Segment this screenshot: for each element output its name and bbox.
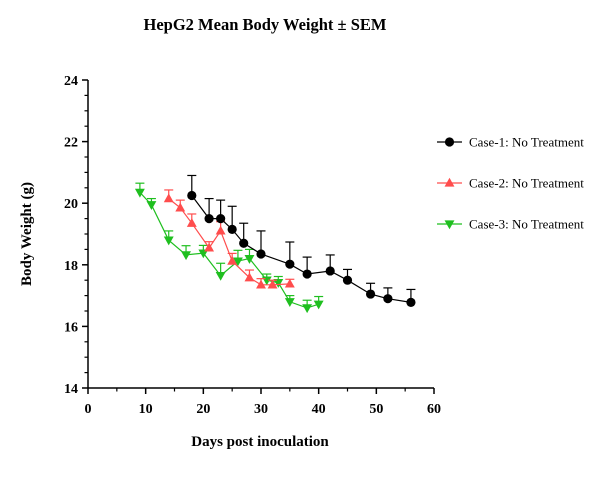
x-tick-label: 60 xyxy=(427,402,441,417)
x-tick-label: 0 xyxy=(85,402,92,417)
data-point xyxy=(239,238,249,248)
data-point xyxy=(383,294,393,304)
legend-label: Case-2: No Treatment xyxy=(469,176,584,191)
legend-item-2: Case-2: No Treatment xyxy=(437,176,584,191)
series-2 xyxy=(163,189,295,289)
data-point xyxy=(302,304,313,314)
data-point xyxy=(215,271,226,281)
x-tick-label: 10 xyxy=(139,402,153,417)
data-point xyxy=(163,193,174,203)
chart-title: HepG2 Mean Body Weight ± SEM xyxy=(144,15,387,34)
y-tick-label: 14 xyxy=(64,382,78,397)
y-tick-label: 18 xyxy=(64,259,78,274)
data-point xyxy=(284,298,295,307)
data-point xyxy=(267,279,278,289)
x-ticks: 0 10 20 30 40 50 60 xyxy=(85,388,441,417)
data-point xyxy=(227,224,237,234)
series-line xyxy=(191,195,411,303)
data-point xyxy=(146,201,157,210)
y-tick-label: 24 xyxy=(64,74,78,89)
series-1 xyxy=(187,174,416,307)
legend-marker xyxy=(444,137,455,147)
data-point xyxy=(256,249,266,259)
data-point xyxy=(204,242,215,252)
legend: Case-1: No Treatment Case-2: No Treatment… xyxy=(437,135,584,232)
y-tick-label: 20 xyxy=(64,197,78,212)
data-point xyxy=(244,272,255,282)
data-point xyxy=(204,214,214,224)
legend-label: Case-1: No Treatment xyxy=(469,135,584,150)
data-point xyxy=(406,297,416,307)
data-point xyxy=(181,251,191,261)
data-point xyxy=(216,214,226,224)
data-point xyxy=(365,289,376,299)
data-point xyxy=(342,275,353,285)
y-tick-label: 16 xyxy=(64,320,78,335)
legend-marker xyxy=(444,220,455,230)
legend-item-1: Case-1: No Treatment xyxy=(437,135,584,150)
x-tick-label: 40 xyxy=(312,402,326,417)
data-point xyxy=(232,257,243,267)
series-line xyxy=(168,198,290,286)
data-point xyxy=(227,255,238,265)
data-point xyxy=(134,188,145,198)
y-ticks: 14 16 18 20 22 24 xyxy=(64,74,88,397)
data-point xyxy=(163,236,174,246)
legend-item-3: Case-3: No Treatment xyxy=(437,217,584,232)
data-point xyxy=(244,255,255,264)
series-line xyxy=(139,191,319,309)
data-point xyxy=(285,259,295,269)
data-point xyxy=(256,279,266,289)
data-point xyxy=(175,202,186,212)
data-point xyxy=(284,278,295,288)
data-point xyxy=(215,225,226,235)
data-point xyxy=(313,300,324,310)
y-axis-title: Body Weight (g) xyxy=(19,182,35,286)
x-axis-title: Days post inoculation xyxy=(191,434,329,450)
data-point xyxy=(187,190,197,201)
series-3 xyxy=(134,182,324,314)
legend-label: Case-3: No Treatment xyxy=(469,217,584,232)
legend-marker xyxy=(444,177,455,187)
data-point xyxy=(325,266,335,276)
data-point xyxy=(302,269,312,279)
x-tick-label: 50 xyxy=(369,402,383,417)
data-point xyxy=(186,218,197,227)
y-tick-label: 22 xyxy=(64,136,78,151)
data-point xyxy=(198,249,209,259)
series-layer xyxy=(134,174,416,314)
x-tick-label: 30 xyxy=(254,402,268,417)
data-point xyxy=(273,279,284,288)
x-tick-label: 20 xyxy=(196,402,210,417)
